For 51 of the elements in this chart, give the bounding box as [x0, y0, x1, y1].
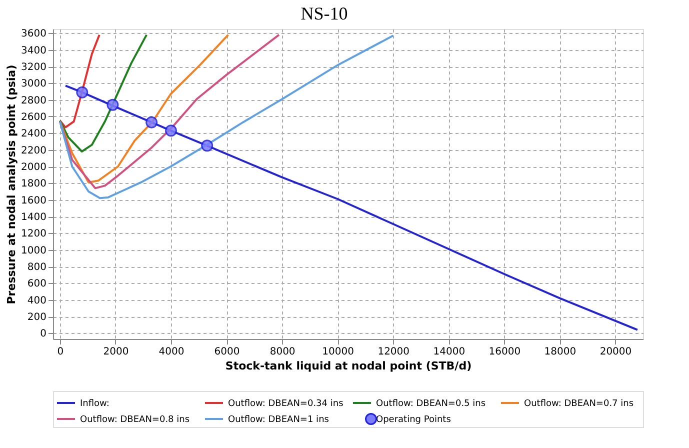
legend-label: Outflow: DBEAN=0.8 ins [80, 415, 190, 425]
x-tick-label: 0 [57, 346, 64, 358]
line-series [58, 34, 148, 152]
y-tick-label: 3600 [21, 28, 46, 40]
line-series [58, 34, 100, 128]
point [165, 124, 177, 137]
y-tick-label: 400 [27, 295, 46, 306]
y-tick-label: 2800 [21, 95, 46, 106]
legend-label: Outflow: DBEAN=0.34 ins [228, 399, 344, 409]
x-tick-label: 2000 [103, 346, 129, 358]
line-series [58, 34, 280, 190]
line-series [64, 84, 638, 331]
y-tick-label: 800 [27, 262, 46, 273]
line-series [58, 34, 394, 200]
y-tick-label: 200 [27, 312, 46, 323]
y-tick-label: 2400 [21, 128, 46, 140]
y-tick-label: 3400 [21, 45, 46, 56]
legend-label: Outflow: DBEAN=0.5 ins [376, 399, 486, 409]
y-tick-label: 1000 [21, 245, 46, 256]
point [201, 140, 214, 152]
x-tick-label: 12000 [378, 346, 410, 358]
y-tick-label: 2600 [21, 112, 46, 123]
y-tick-label: 3200 [21, 62, 46, 73]
y-tick-label: 2000 [21, 162, 46, 173]
legend-label: Outflow: DBEAN=1 ins [228, 415, 330, 425]
y-tick-label: 1200 [21, 228, 46, 240]
point [76, 86, 88, 98]
legend-label: Outflow: DBEAN=0.7 ins [524, 399, 634, 409]
y-tick-label: 1800 [21, 178, 46, 190]
point [146, 116, 158, 128]
chart-title: NS-10 [300, 4, 348, 24]
legend-label: Inflow: [80, 399, 110, 409]
y-axis-title: Pressure at nodal analysis point (psia) [5, 64, 18, 304]
x-tick-label: 10000 [322, 346, 354, 358]
x-tick-label: 16000 [488, 346, 521, 358]
y-tick-label: 1600 [21, 195, 46, 206]
y-tick-label: 600 [27, 278, 46, 290]
y-tick-label: 0 [40, 328, 46, 340]
x-axis-title: Stock-tank liquid at nodal point (STB/d) [225, 360, 472, 372]
x-tick-label: 8000 [270, 346, 296, 358]
x-tick-label: 20000 [600, 346, 632, 358]
y-tick-label: 3000 [21, 78, 46, 90]
x-tick-label: 14000 [433, 346, 466, 358]
legend-label: Operating Points [376, 415, 452, 425]
x-tick-label: 18000 [544, 346, 576, 358]
x-tick-label: 4000 [158, 346, 184, 358]
x-tick-label: 6000 [214, 346, 240, 358]
y-tick-label: 2200 [21, 145, 46, 156]
y-tick-label: 1400 [21, 212, 46, 223]
line-series [58, 34, 230, 184]
point [106, 98, 119, 111]
